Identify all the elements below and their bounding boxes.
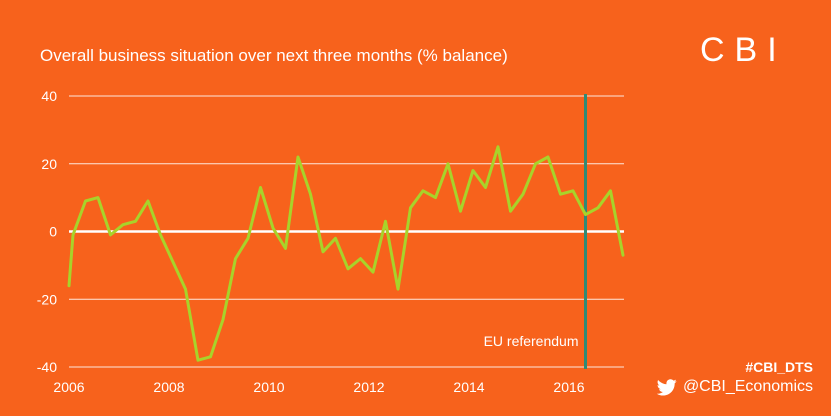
hashtag-label: #CBI_DTS: [745, 359, 813, 375]
x-tick-label: 2012: [353, 379, 384, 395]
x-tick-label: 2014: [453, 379, 484, 395]
twitter-bird-icon: [656, 378, 677, 395]
cbi-logo: CBI: [700, 30, 810, 70]
y-tick-label: 40: [41, 88, 57, 104]
referendum-label: EU referendum: [484, 333, 579, 349]
cbi-logo-text: CBI: [700, 31, 787, 69]
y-tick-label: -40: [37, 359, 57, 375]
y-tick-label: 20: [41, 156, 57, 172]
chart-title: Overall business situation over next thr…: [40, 46, 508, 65]
twitter-handle-text: @CBI_Economics: [682, 378, 813, 395]
y-tick-label: 0: [49, 224, 57, 240]
twitter-handle: @CBI_Economics: [656, 378, 813, 396]
x-tick-label: 2016: [553, 379, 584, 395]
x-tick-label: 2008: [153, 379, 184, 395]
y-tick-label: -20: [37, 291, 57, 307]
series-line: [67, 145, 625, 362]
x-tick-label: 2006: [53, 379, 84, 395]
x-tick-label: 2010: [253, 379, 284, 395]
